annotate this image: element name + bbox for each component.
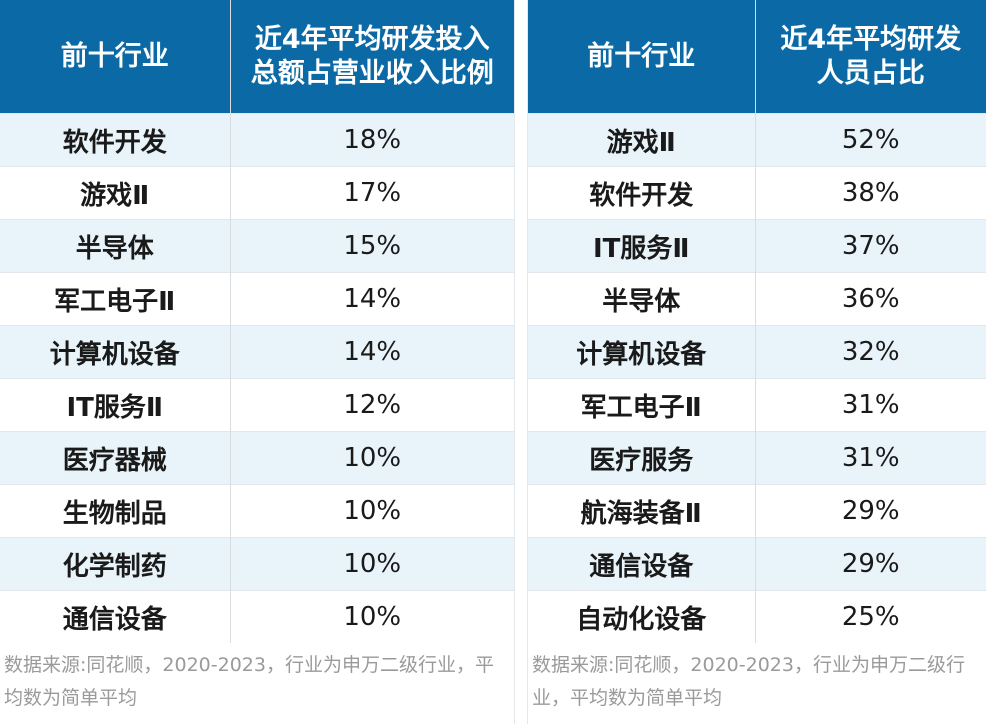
table-row: IT服务Ⅱ 37% bbox=[528, 219, 986, 273]
value-cell: 25% bbox=[755, 590, 986, 643]
value-cell: 10% bbox=[230, 484, 514, 538]
table-row: 游戏Ⅱ 17% bbox=[0, 166, 514, 220]
value-cell: 18% bbox=[230, 113, 514, 167]
industry-cell: 游戏Ⅱ bbox=[0, 166, 231, 220]
column-divider bbox=[514, 0, 515, 724]
table-row: IT服务Ⅱ 12% bbox=[0, 378, 514, 432]
industry-cell: 半导体 bbox=[0, 219, 231, 273]
table-row: 游戏Ⅱ 52% bbox=[528, 113, 986, 167]
industry-cell: 软件开发 bbox=[0, 113, 231, 167]
source-note: 数据来源:同花顺，2020-2023，行业为申万二级行业，平均数为简单平均 bbox=[528, 649, 986, 715]
industry-cell: 半导体 bbox=[528, 272, 756, 326]
right-table-panel: 前十行业 近4年平均研发 人员占比 游戏Ⅱ 52% 软件开发 38% IT服务Ⅱ 37% 半… bbox=[528, 0, 986, 715]
value-cell: 17% bbox=[230, 166, 514, 220]
header-industry-label: 前十行业 bbox=[60, 40, 169, 72]
value-cell: 36% bbox=[755, 272, 986, 326]
table-row: 计算机设备 32% bbox=[528, 325, 986, 379]
industry-cell: 生物制品 bbox=[0, 484, 231, 538]
industry-cell: 航海装备Ⅱ bbox=[528, 484, 756, 538]
table-row: 软件开发 18% bbox=[0, 113, 514, 167]
industry-cell: 计算机设备 bbox=[0, 325, 231, 379]
rd-investment-ratio-table: 前十行业 近4年平均研发投入 总额占营业收入比例 软件开发 18% 游戏Ⅱ 17% 半导… bbox=[0, 0, 514, 643]
value-cell: 37% bbox=[755, 219, 986, 273]
industry-cell: 化学制药 bbox=[0, 537, 231, 591]
table-row: 通信设备 10% bbox=[0, 590, 514, 643]
table-row: 医疗器械 10% bbox=[0, 431, 514, 485]
value-cell: 10% bbox=[230, 590, 514, 643]
value-cell: 10% bbox=[230, 431, 514, 485]
value-cell: 32% bbox=[755, 325, 986, 379]
column-divider bbox=[527, 0, 528, 724]
industry-cell: 自动化设备 bbox=[528, 590, 756, 643]
industry-cell: 通信设备 bbox=[0, 590, 231, 643]
industry-cell: 医疗器械 bbox=[0, 431, 231, 485]
value-cell: 12% bbox=[230, 378, 514, 432]
rd-staff-ratio-table: 前十行业 近4年平均研发 人员占比 游戏Ⅱ 52% 软件开发 38% IT服务Ⅱ 37% 半… bbox=[528, 0, 986, 643]
value-cell: 10% bbox=[230, 537, 514, 591]
table-row: 自动化设备 25% bbox=[528, 590, 986, 643]
industry-cell: 游戏Ⅱ bbox=[528, 113, 756, 167]
value-cell: 29% bbox=[755, 537, 986, 591]
table-row: 军工电子Ⅱ 31% bbox=[528, 378, 986, 432]
industry-cell: 军工电子Ⅱ bbox=[528, 378, 756, 432]
table-row: 航海装备Ⅱ 29% bbox=[528, 484, 986, 538]
table-row: 半导体 36% bbox=[528, 272, 986, 326]
header-line-2: 总额占营业收入比例 bbox=[250, 57, 494, 89]
table-row: 化学制药 10% bbox=[0, 537, 514, 591]
header-line-1: 近4年平均研发 bbox=[780, 23, 962, 55]
table-body: 游戏Ⅱ 52% 软件开发 38% IT服务Ⅱ 37% 半导体 36% 计算机设备 32% 军工电子Ⅱ… bbox=[528, 113, 986, 643]
table-body: 软件开发 18% 游戏Ⅱ 17% 半导体 15% 军工电子Ⅱ 14% 计算机设备 14% IT服务Ⅱ… bbox=[0, 113, 514, 643]
industry-cell: IT服务Ⅱ bbox=[528, 219, 756, 273]
value-cell: 29% bbox=[755, 484, 986, 538]
value-cell: 14% bbox=[230, 272, 514, 326]
table-row: 医疗服务 31% bbox=[528, 431, 986, 485]
source-note: 数据来源:同花顺，2020-2023，行业为申万二级行业，平均数为简单平均 bbox=[0, 649, 514, 715]
value-cell: 31% bbox=[755, 378, 986, 432]
industry-cell: 计算机设备 bbox=[528, 325, 756, 379]
table-row: 软件开发 38% bbox=[528, 166, 986, 220]
table-row: 计算机设备 14% bbox=[0, 325, 514, 379]
header-rd-staff-ratio: 近4年平均研发 人员占比 bbox=[755, 0, 986, 114]
industry-cell: IT服务Ⅱ bbox=[0, 378, 231, 432]
header-industry: 前十行业 bbox=[528, 0, 756, 114]
value-cell: 15% bbox=[230, 219, 514, 273]
table-header-row: 前十行业 近4年平均研发投入 总额占营业收入比例 bbox=[0, 0, 514, 114]
value-cell: 52% bbox=[755, 113, 986, 167]
header-industry: 前十行业 bbox=[0, 0, 231, 114]
header-line-1: 近4年平均研发投入 bbox=[254, 23, 490, 55]
value-cell: 31% bbox=[755, 431, 986, 485]
industry-cell: 医疗服务 bbox=[528, 431, 756, 485]
industry-cell: 通信设备 bbox=[528, 537, 756, 591]
industry-cell: 军工电子Ⅱ bbox=[0, 272, 231, 326]
left-table-panel: 前十行业 近4年平均研发投入 总额占营业收入比例 软件开发 18% 游戏Ⅱ 17% 半导… bbox=[0, 0, 514, 715]
table-header-row: 前十行业 近4年平均研发 人员占比 bbox=[528, 0, 986, 114]
value-cell: 38% bbox=[755, 166, 986, 220]
table-row: 通信设备 29% bbox=[528, 537, 986, 591]
industry-cell: 软件开发 bbox=[528, 166, 756, 220]
table-row: 生物制品 10% bbox=[0, 484, 514, 538]
value-cell: 14% bbox=[230, 325, 514, 379]
table-row: 半导体 15% bbox=[0, 219, 514, 273]
header-industry-label: 前十行业 bbox=[587, 40, 696, 72]
header-line-2: 人员占比 bbox=[816, 57, 925, 89]
header-rd-investment-ratio: 近4年平均研发投入 总额占营业收入比例 bbox=[230, 0, 514, 114]
table-row: 军工电子Ⅱ 14% bbox=[0, 272, 514, 326]
